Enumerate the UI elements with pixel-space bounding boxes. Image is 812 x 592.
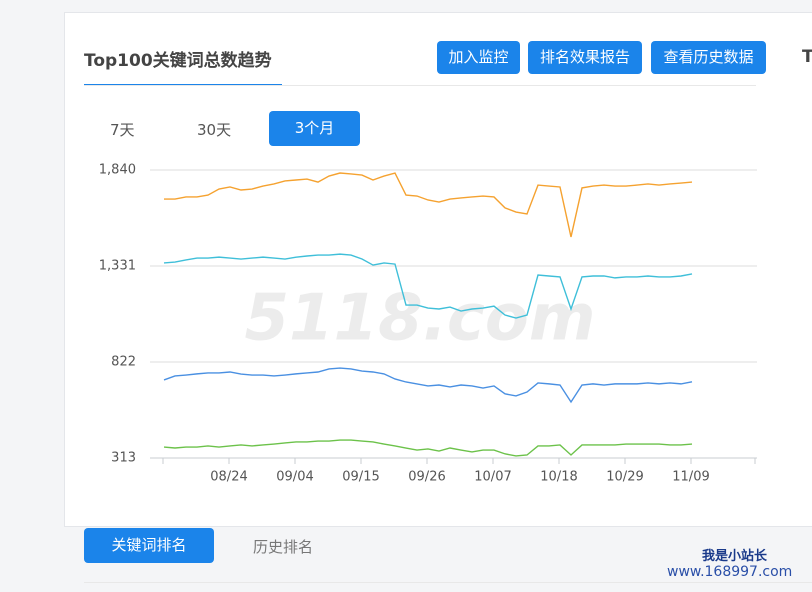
y-tick-label: 822 (111, 355, 136, 370)
button[interactable]: 排名效果报告 (528, 41, 642, 74)
button[interactable]: 加入监控 (437, 41, 520, 74)
bottom-tab[interactable]: 历史排名 (253, 538, 314, 556)
range-tab[interactable]: 7天 (110, 121, 135, 139)
x-tick-label: 09/04 (276, 470, 313, 485)
bottom-tab-active[interactable]: 关键词排名 (84, 528, 214, 563)
tab-title[interactable]: Top100关键词总数趋势 (84, 51, 272, 71)
divider (84, 85, 756, 86)
series-line (163, 439, 693, 457)
x-tick-label: 08/24 (210, 470, 247, 485)
divider (84, 582, 812, 583)
range-tab[interactable]: 30天 (197, 121, 232, 139)
y-tick-label: 1,331 (99, 259, 136, 274)
card (64, 12, 812, 527)
button[interactable]: 查看历史数据 (651, 41, 766, 74)
chart: 5118.com 313 822 1,331 1,840 08/24 09/04 09/15… (99, 163, 757, 485)
x-tick-label: 11/09 (672, 470, 709, 485)
y-tick-label: 1,840 (99, 163, 136, 178)
range-tab-active[interactable]: 3个月 (269, 111, 360, 146)
next-tab[interactable]: T (802, 47, 812, 67)
x-tick-label: 10/29 (606, 470, 643, 485)
series-line (164, 172, 693, 238)
footer-line: www.168997.com (667, 564, 793, 580)
footer-line: 我是小站长 (702, 549, 768, 564)
x-tick-label: 10/18 (540, 470, 577, 485)
watermark: 5118.com (244, 282, 595, 356)
x-tick-label: 10/07 (474, 470, 511, 485)
series-line (163, 367, 693, 404)
series-line (163, 253, 693, 319)
x-tick-label: 09/26 (408, 470, 445, 485)
y-tick-label: 313 (111, 451, 136, 466)
x-tick-label: 09/15 (342, 470, 379, 485)
